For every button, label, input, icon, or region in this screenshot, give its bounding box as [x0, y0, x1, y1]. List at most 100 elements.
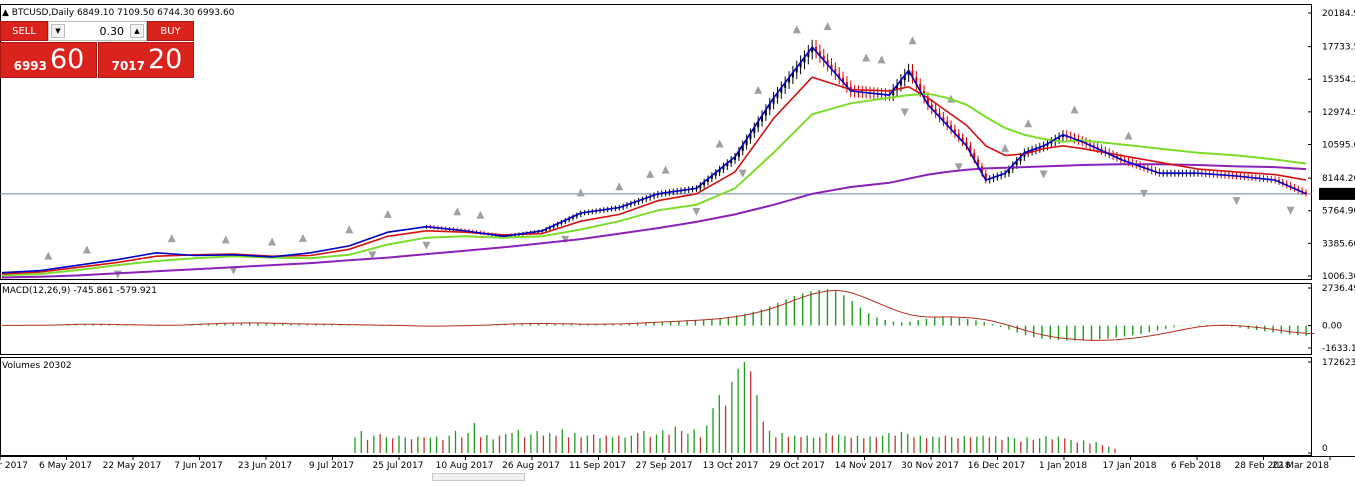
- macd-histogram-bar: [678, 320, 680, 326]
- candle-body: [957, 133, 960, 138]
- candle-body: [1112, 154, 1115, 156]
- candle-body: [815, 47, 818, 52]
- candle-body: [842, 77, 845, 83]
- candle-body: [984, 173, 987, 181]
- fractal-down-marker: [1139, 189, 1148, 198]
- candle-body: [552, 225, 555, 228]
- macd-histogram-bar: [1198, 324, 1200, 326]
- macd-histogram-bar: [603, 324, 606, 326]
- candle-body: [564, 220, 567, 222]
- candle-body: [788, 77, 791, 83]
- macd-histogram-bar: [1189, 325, 1192, 326]
- macd-histogram-bar: [1222, 325, 1225, 327]
- candle-body: [753, 127, 756, 134]
- lot-size-value[interactable]: 0.30: [99, 25, 125, 38]
- fractal-up-marker: [661, 165, 670, 174]
- current-price-tag: [1319, 187, 1355, 200]
- candle-body: [1088, 143, 1091, 146]
- main-header-text: BTCUSD,Daily 6849.10 7109.50 6744.30 699…: [11, 8, 235, 18]
- time-tick-label: 22 May 2017: [103, 461, 162, 471]
- macd-histogram-bar: [306, 324, 309, 326]
- macd-histogram-bar: [1297, 325, 1299, 336]
- candle-body: [776, 92, 779, 98]
- buy-price-button[interactable]: 7017 20: [98, 42, 194, 78]
- candle-body: [568, 218, 571, 221]
- fractal-down-marker: [368, 251, 377, 260]
- time-tick-label: 14 Nov 2017: [835, 461, 893, 471]
- macd-histogram-bar: [843, 295, 845, 326]
- candle-body: [1100, 148, 1103, 151]
- sell-price-button[interactable]: 6993 60: [0, 42, 97, 78]
- fractal-up-marker: [453, 207, 462, 216]
- macd-histogram-bar: [892, 321, 895, 326]
- time-tick-label: 10 Aug 2017: [436, 461, 494, 471]
- sell-button[interactable]: SELL: [0, 21, 48, 41]
- macd-ytick-label: 0.00: [1322, 322, 1342, 332]
- lot-size-stepper[interactable]: ▼ 0.30 ▲: [48, 21, 147, 41]
- macd-histogram-bar: [1049, 325, 1051, 340]
- candle-body: [571, 216, 574, 219]
- candle-body: [560, 221, 563, 224]
- macd-histogram-bar: [859, 307, 862, 326]
- macd-histogram-bar: [579, 324, 581, 326]
- macd-histogram-bar: [900, 322, 903, 326]
- candle-body: [838, 73, 841, 78]
- fractal-down-marker: [1232, 197, 1241, 206]
- candle-body: [745, 139, 748, 145]
- macd-histogram-bar: [315, 324, 317, 326]
- fractal-down-marker: [1286, 206, 1295, 215]
- candle-body: [737, 150, 740, 157]
- buy-button[interactable]: BUY: [147, 21, 194, 41]
- macd-histogram-bar: [1288, 325, 1291, 335]
- fractal-up-marker: [44, 251, 53, 260]
- candle-body: [1085, 141, 1088, 144]
- fractal-down-marker: [1039, 170, 1048, 179]
- candle-body: [1061, 134, 1064, 138]
- macd-histogram-bar: [554, 323, 556, 326]
- chart-scrollbar-thumb[interactable]: [432, 473, 525, 481]
- candle-body: [822, 55, 825, 61]
- macd-histogram-bar: [1148, 325, 1150, 333]
- macd-histogram-bar: [975, 320, 977, 326]
- macd-histogram-bar: [273, 323, 276, 326]
- candle-body: [818, 51, 821, 56]
- candle-body: [741, 144, 744, 151]
- fractal-up-marker: [862, 53, 871, 62]
- candle-body: [961, 137, 964, 142]
- macd-histogram-bar: [711, 318, 713, 326]
- lot-decrease-icon[interactable]: ▼: [51, 24, 65, 38]
- candle-body: [934, 108, 937, 113]
- dropdown-arrow-icon[interactable]: ▲: [2, 8, 9, 18]
- macd-histogram-bar: [735, 315, 738, 326]
- candle-body: [930, 104, 933, 109]
- macd-histogram-bar: [537, 323, 540, 326]
- candle-body: [714, 172, 717, 176]
- fractal-down-marker: [900, 108, 909, 117]
- time-tick-label: 26 Aug 2017: [502, 461, 560, 471]
- time-tick-label: 23 Jun 2017: [238, 461, 292, 471]
- macd-histogram-bar: [1231, 325, 1233, 327]
- time-tick-label: 1 Jan 2018: [1039, 461, 1087, 471]
- lot-increase-icon[interactable]: ▲: [130, 24, 144, 38]
- time-tick-label: 6 May 2017: [39, 461, 92, 471]
- macd-histogram-bar: [1066, 325, 1068, 341]
- time-tick-label: 13 Oct 2017: [703, 461, 759, 471]
- macd-histogram-bar: [1041, 325, 1043, 339]
- candle-body: [892, 90, 895, 96]
- fractal-up-marker: [576, 188, 585, 197]
- ma-green-line: [1, 92, 1307, 277]
- macd-histogram-bar: [983, 322, 985, 326]
- macd-histogram-bar: [504, 323, 507, 326]
- macd-histogram-bar: [570, 324, 573, 326]
- candle-body: [938, 112, 941, 118]
- candle-body: [579, 213, 582, 215]
- fractal-up-marker: [754, 85, 763, 94]
- candle-body: [980, 166, 983, 174]
- macd-histogram-bar: [513, 323, 515, 326]
- candle-body: [1096, 147, 1099, 149]
- macd-histogram-bar: [694, 319, 697, 326]
- candle-body: [703, 182, 706, 186]
- macd-histogram-bar: [661, 321, 664, 326]
- volume-ytick-label: 0: [1322, 444, 1328, 454]
